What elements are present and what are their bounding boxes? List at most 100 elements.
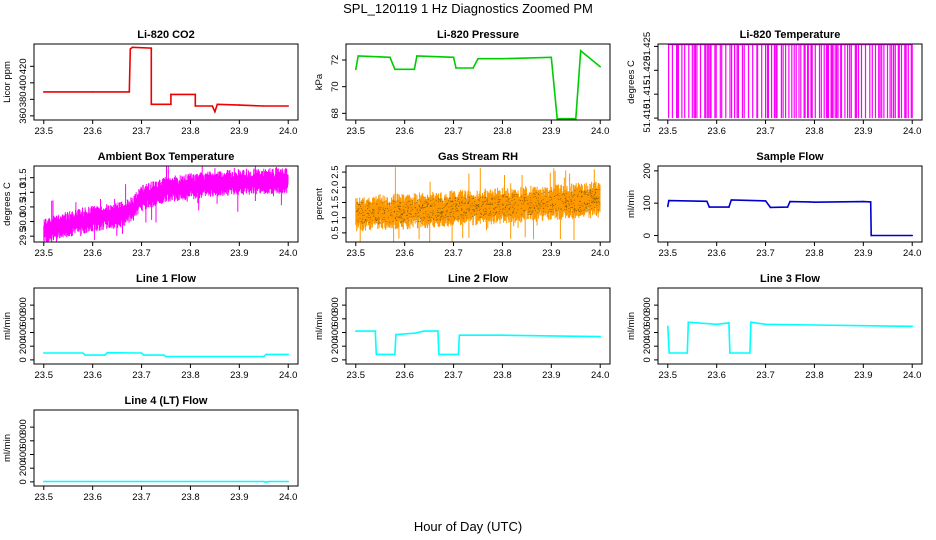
- data-point: [750, 321, 752, 324]
- data-point: [579, 49, 582, 52]
- data-point: [729, 352, 731, 354]
- x-tick-label: 23.6: [83, 248, 102, 259]
- x-tick-label: 23.8: [181, 370, 200, 381]
- y-axis-label: percent: [314, 188, 325, 220]
- y-tick-label: 800: [642, 297, 653, 313]
- data-layer: [43, 480, 290, 484]
- y-tick-label: 29.5: [18, 227, 29, 246]
- data-point: [355, 330, 357, 332]
- data-layer: [667, 321, 913, 354]
- data-point: [238, 104, 241, 106]
- data-point: [170, 93, 172, 96]
- data-point: [550, 335, 553, 337]
- y-tick-label: 400: [18, 325, 29, 341]
- series-band: [43, 166, 289, 242]
- x-tick-label: 24.0: [279, 370, 298, 381]
- x-tick-label: 23.5: [347, 370, 366, 381]
- plot-frame: [33, 287, 299, 365]
- panel-li-820-temperature: Li-820 Temperature 23.5 23.6 23.7 23.8 23.9 24…: [626, 29, 923, 137]
- panel-title: Sample Flow: [756, 151, 824, 163]
- y-tick-label: 200: [18, 338, 29, 354]
- x-tick-label: 23.6: [707, 370, 726, 381]
- data-point: [413, 332, 416, 335]
- x-tick-label: 23.8: [805, 248, 824, 259]
- plot-frame: [33, 43, 299, 121]
- data-point: [394, 353, 396, 356]
- y-tick-label: 200: [642, 338, 653, 354]
- data-point: [668, 352, 670, 354]
- data-point: [786, 206, 789, 208]
- data-point: [687, 321, 690, 324]
- x-tick-label: 23.7: [756, 248, 775, 259]
- data-point: [599, 335, 601, 338]
- plot-frame: [345, 43, 611, 121]
- data-layer: [355, 49, 601, 120]
- y-axis-label: ml/min: [626, 312, 637, 340]
- data-point: [267, 480, 270, 483]
- y-tick-label: 30.0: [18, 212, 29, 231]
- data-point: [728, 206, 730, 208]
- panel-ambient-box-temperature: Ambient Box Temperature 23.5 23.6 23.7 23.8 2…: [2, 151, 299, 259]
- data-point: [575, 117, 577, 120]
- data-point: [769, 206, 772, 209]
- data-point: [416, 55, 418, 57]
- data-point: [106, 351, 109, 354]
- data-point: [813, 324, 816, 326]
- series-line: [43, 46, 289, 114]
- y-tick-label: 1.5: [330, 196, 341, 209]
- series-line: [667, 199, 913, 237]
- x-tick-label: 23.9: [230, 370, 249, 381]
- y-tick-label: 420: [18, 58, 29, 74]
- y-tick-label: 2.5: [330, 165, 341, 178]
- data-layer: [43, 166, 289, 242]
- x-tick-label: 23.5: [347, 126, 366, 137]
- y-tick-label: 70: [330, 81, 341, 92]
- data-point: [686, 352, 689, 354]
- y-tick-label: 2.0: [330, 181, 341, 194]
- x-tick-label: 23.8: [805, 126, 824, 137]
- panel-li-820-pressure: Li-820 Pressure 23.5 23.6 23.7 23.8 23.9 24.0 6…: [314, 29, 611, 137]
- data-point: [129, 48, 132, 50]
- y-tick-label: 600: [642, 311, 653, 327]
- y-tick-label: 0.5: [330, 226, 341, 239]
- series-band: [355, 167, 601, 242]
- x-tick-label: 24.0: [279, 248, 298, 259]
- plot-frame: [33, 409, 299, 487]
- data-layer: [355, 330, 601, 356]
- data-point: [104, 354, 106, 356]
- panel-line-2-flow: Line 2 Flow 23.5 23.6 23.7 23.8 23.9 24.0 0 2004…: [314, 273, 611, 381]
- y-tick-label: 0: [18, 357, 29, 362]
- panel-title: Li-820 Pressure: [437, 29, 519, 41]
- y-tick-label: 68: [330, 108, 341, 119]
- data-point: [43, 352, 45, 354]
- data-point: [150, 103, 153, 106]
- data-point: [194, 93, 197, 96]
- data-point: [128, 91, 131, 93]
- data-point: [287, 480, 290, 483]
- x-tick-label: 24.0: [903, 126, 922, 137]
- data-point: [869, 201, 872, 203]
- data-point: [862, 200, 865, 203]
- data-point: [211, 105, 214, 107]
- data-layer: [43, 351, 290, 358]
- x-tick-label: 23.9: [854, 370, 873, 381]
- x-tick-label: 23.9: [230, 248, 249, 259]
- y-tick-label: 600: [18, 433, 29, 449]
- x-tick-label: 23.9: [854, 126, 873, 137]
- x-tick-label: 23.7: [132, 370, 151, 381]
- y-tick-label: 0: [18, 479, 29, 484]
- y-tick-label: 51.415: [642, 80, 653, 109]
- x-tick-label: 23.7: [132, 492, 151, 503]
- y-axis-label: ml/min: [626, 190, 637, 218]
- panel-grid: Li-820 CO2 23.5 23.6 23.7 23.8 23.9 24.0 360380…: [2, 29, 923, 503]
- data-point: [389, 56, 391, 59]
- y-tick-label: 31.0: [18, 183, 29, 202]
- x-tick-label: 23.5: [35, 126, 54, 137]
- data-point: [764, 323, 767, 326]
- y-tick-label: 200: [18, 460, 29, 476]
- data-point: [43, 91, 45, 93]
- x-tick-label: 23.8: [493, 370, 512, 381]
- data-point: [550, 56, 553, 59]
- y-tick-label: 30.5: [18, 198, 29, 217]
